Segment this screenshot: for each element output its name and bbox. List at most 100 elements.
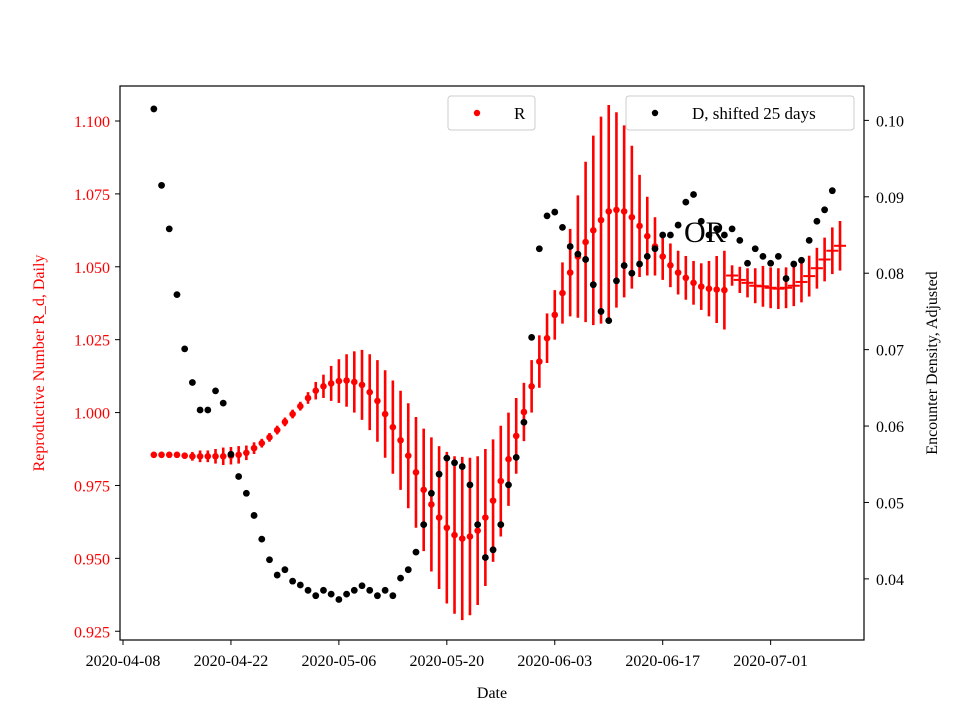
d-point: [551, 208, 559, 216]
r-point: [189, 453, 196, 460]
r-point: [474, 527, 481, 534]
left-y-tick-label: 1.000: [74, 406, 110, 423]
d-point: [389, 592, 397, 600]
r-point: [489, 497, 497, 504]
x-tick-label: 2020-07-01: [733, 653, 808, 670]
r-point: [566, 269, 574, 276]
d-point: [173, 291, 181, 299]
d-point: [404, 566, 412, 574]
x-tick-label: 2020-06-03: [517, 653, 592, 670]
d-point: [296, 581, 304, 589]
d-point: [790, 260, 798, 268]
r-point: [721, 286, 728, 294]
d-point: [451, 459, 458, 467]
d-point: [774, 253, 782, 260]
d-point: [582, 256, 589, 263]
left-y-tick-label: 1.100: [74, 114, 110, 131]
r-point: [497, 477, 505, 485]
r-point: [628, 213, 636, 221]
left-y-tick-label: 0.975: [74, 478, 110, 495]
r-error-bars: [152, 104, 842, 621]
left-y-tick-label: 1.075: [74, 187, 110, 204]
d-point: [574, 250, 582, 258]
left-y-tick-label: 1.050: [74, 260, 110, 277]
r-point: [250, 444, 258, 452]
x-tick-label: 2020-04-22: [194, 653, 269, 670]
x-axis-ticks: 2020-04-08 2020-04-22 2020-05-06 2020-05-20…: [86, 640, 808, 670]
d-point: [381, 586, 389, 594]
left-y-axis-label: Reproductive Number R_d, Daily: [31, 255, 48, 472]
d-point: [736, 236, 744, 244]
d-point: [327, 590, 335, 598]
legend-r-label: R: [514, 104, 526, 123]
r-point: [597, 216, 605, 224]
d-point: [219, 399, 227, 407]
x-tick-label: 2020-05-20: [409, 653, 484, 670]
r-point: [505, 455, 512, 463]
r-point: [281, 418, 289, 426]
d-point: [366, 586, 374, 594]
d-point: [320, 586, 327, 594]
d-point: [613, 277, 620, 285]
d-point: [512, 453, 520, 461]
r-point: [659, 253, 666, 260]
r-point: [335, 377, 343, 385]
d-point: [435, 470, 443, 478]
r-point: [173, 451, 181, 459]
d-point: [821, 206, 829, 214]
r-point: [381, 410, 389, 418]
d-point: [690, 191, 697, 198]
legend-d: D, shifted 25 days: [625, 95, 855, 131]
r-point: [212, 453, 219, 460]
r-point: [613, 206, 620, 214]
d-point: [628, 269, 636, 277]
d-point: [720, 231, 728, 239]
d-point: [335, 596, 343, 603]
d-point: [543, 212, 551, 220]
d-point: [497, 521, 505, 529]
d-point: [420, 521, 428, 529]
d-point: [242, 489, 250, 497]
or-annotation: OR: [684, 216, 726, 249]
r-point: [528, 383, 535, 390]
d-point: [759, 253, 767, 260]
d-point: [212, 387, 219, 395]
d-point: [466, 481, 474, 489]
left-y-tick-label: 0.950: [74, 551, 110, 568]
x-tick-label: 2020-05-06: [302, 653, 377, 670]
r-point: [590, 227, 597, 234]
left-y-tick-label: 0.925: [74, 624, 110, 641]
d-point: [350, 586, 358, 594]
d-point: [636, 260, 643, 268]
r-point: [428, 501, 435, 508]
r-point: [443, 524, 451, 532]
d-point: [728, 225, 736, 233]
right-y-tick-label: 0.07: [876, 343, 904, 360]
d-point: [273, 571, 281, 579]
d-point: [458, 463, 466, 470]
d-point: [813, 217, 821, 225]
left-y-tick-label: 1.025: [74, 333, 110, 350]
r-point: [458, 535, 466, 542]
d-point: [805, 236, 813, 244]
r-point: [605, 208, 613, 215]
d-point: [165, 225, 173, 233]
d-point: [682, 198, 690, 206]
d-point: [258, 535, 266, 543]
left-y-axis-ticks: 0.925 0.950 0.975 1.000 1.025 1.050 1.075 1.100: [74, 114, 120, 641]
r-point: [235, 451, 242, 459]
r-point: [343, 377, 350, 384]
d-point: [620, 262, 628, 269]
d-point: [412, 548, 420, 556]
right-y-tick-label: 0.04: [876, 572, 904, 589]
d-point: [744, 259, 751, 267]
r-point: [697, 283, 705, 290]
r-point: [551, 311, 559, 319]
d-point: [250, 512, 258, 519]
d-point: [428, 489, 435, 497]
r-point: [158, 451, 165, 459]
r-series-points: [150, 206, 847, 542]
d-point: [643, 253, 651, 260]
r-point: [204, 453, 212, 460]
